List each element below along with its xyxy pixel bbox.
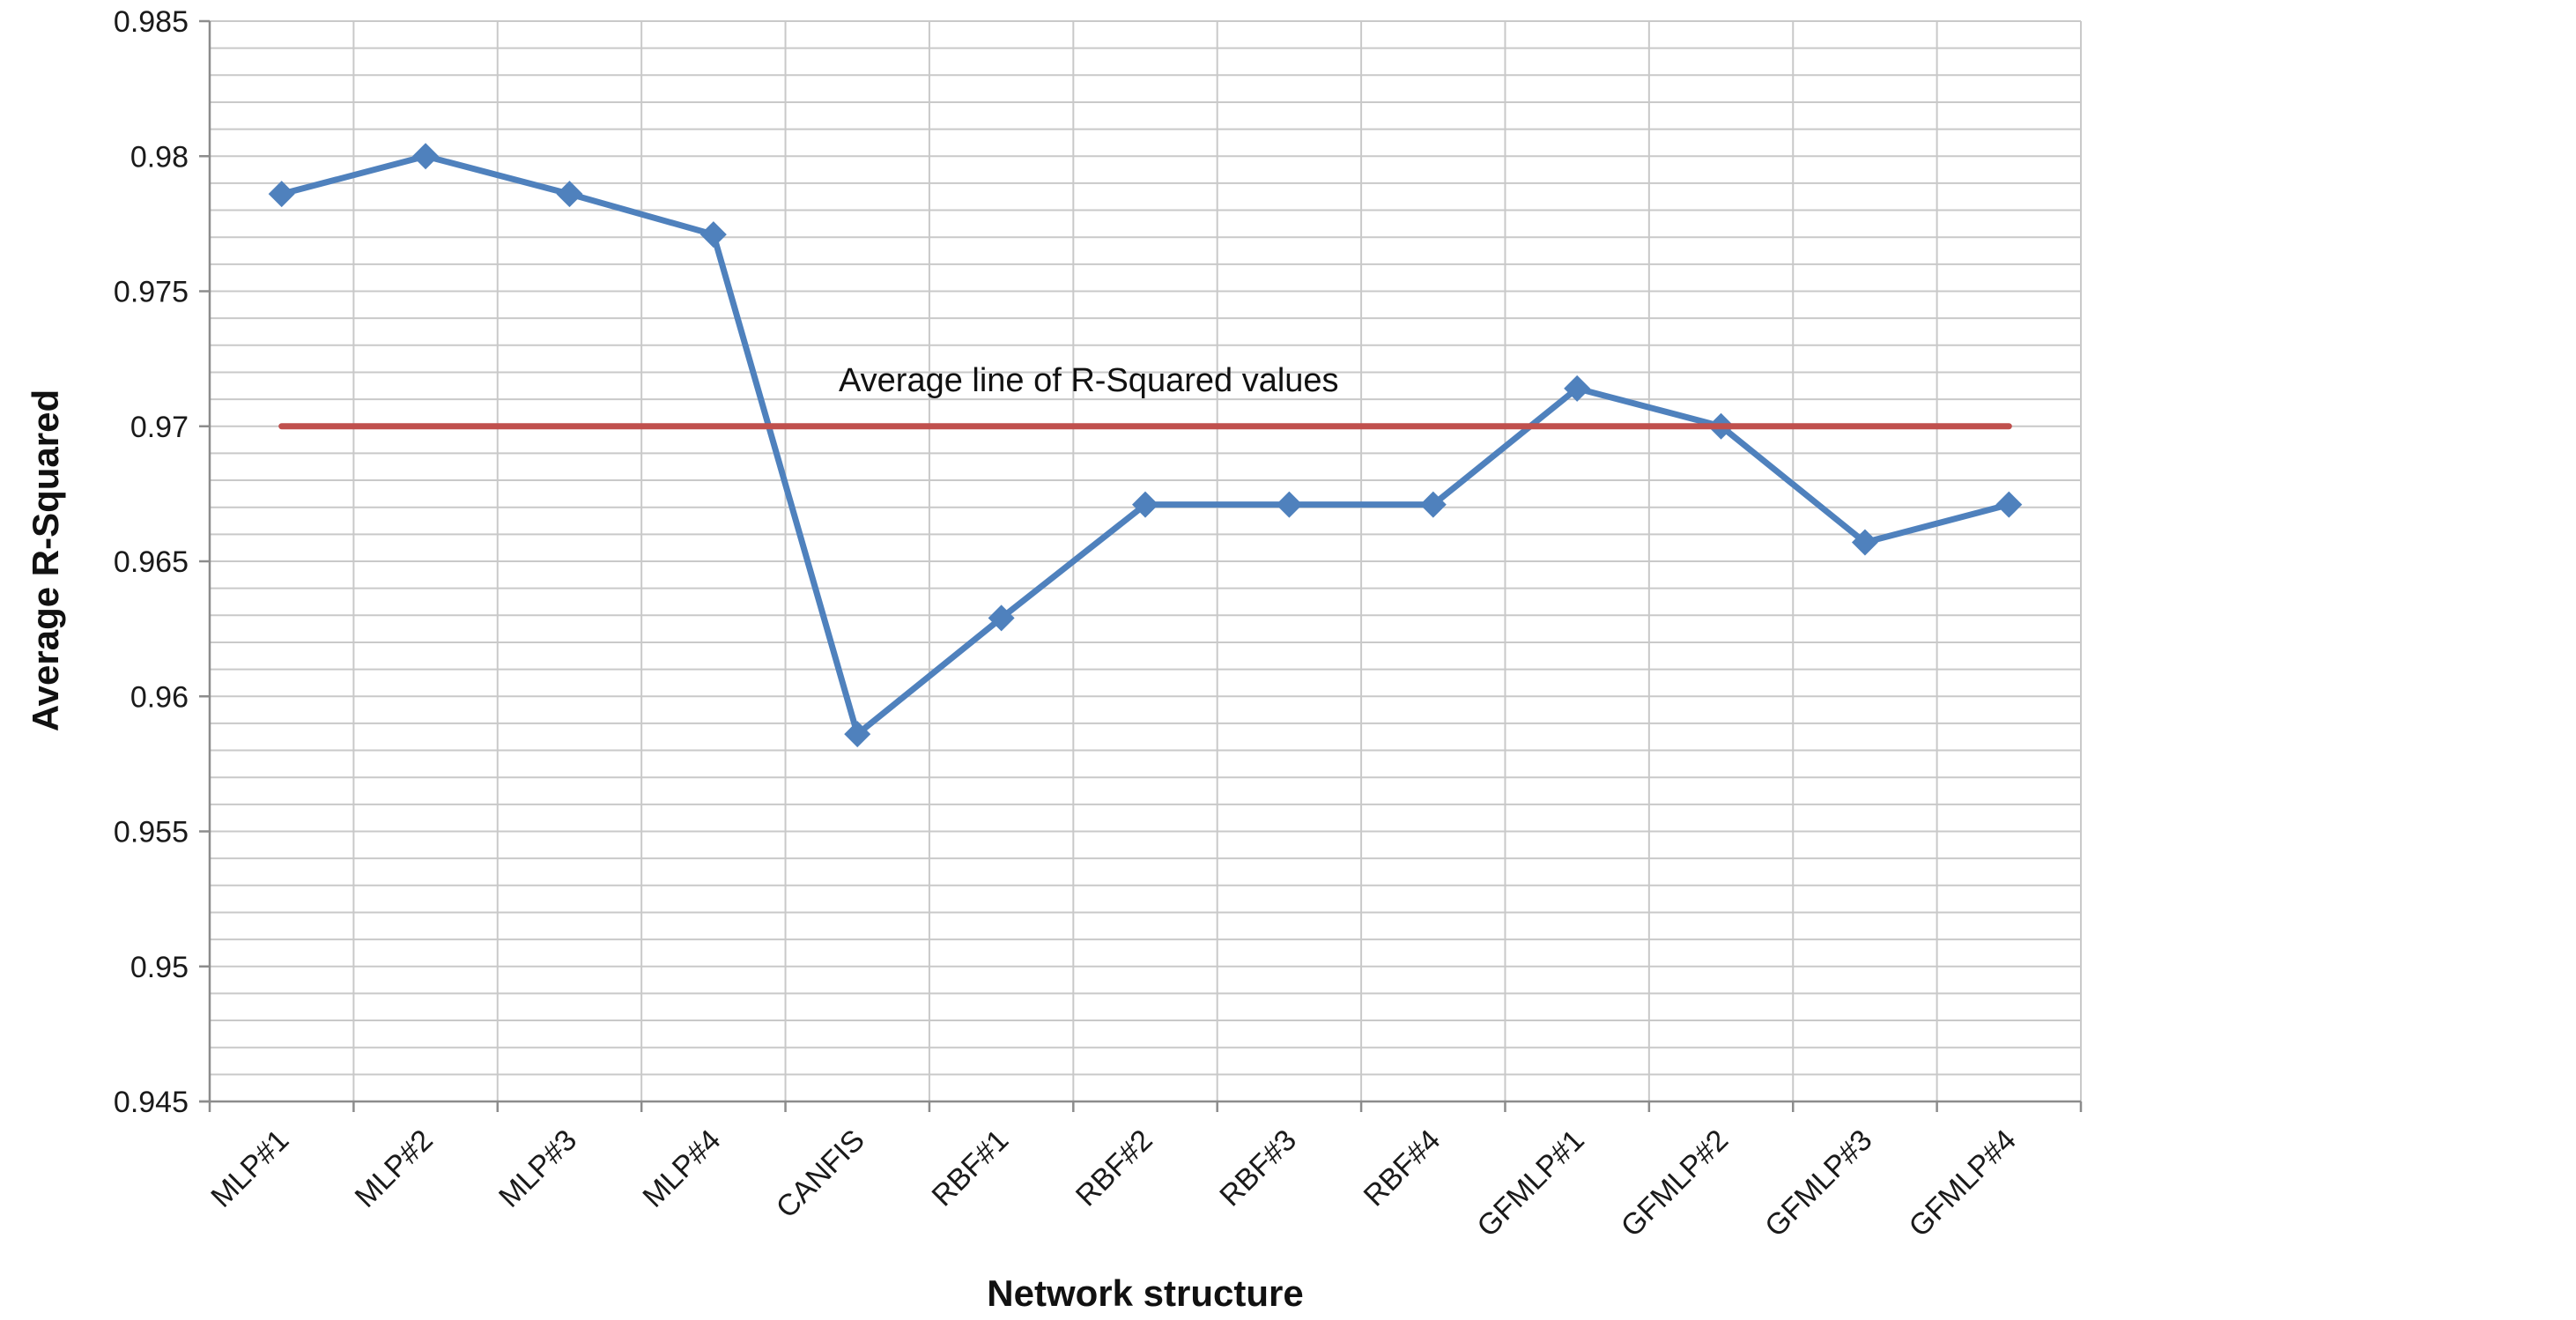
x-tick-label: RBF#3 xyxy=(1213,1123,1303,1213)
data-point xyxy=(1995,491,2023,518)
y-tick-label: 0.965 xyxy=(114,545,189,579)
data-point xyxy=(1851,529,1878,556)
series-1 xyxy=(268,143,2023,748)
data-point xyxy=(1419,491,1447,518)
axes xyxy=(199,19,2083,1112)
x-tick-labels: MLP#1 MLP#2 MLP#3 MLP#4 CANFIS RBF#1 RBF#2 RBF#… xyxy=(204,1123,2023,1243)
data-point xyxy=(412,143,440,170)
x-axis-title: Network structure xyxy=(987,1272,1303,1314)
series-1-line xyxy=(278,152,2012,738)
y-tick-label: 0.97 xyxy=(130,411,189,444)
data-point xyxy=(556,181,583,208)
y-tick-label: 0.985 xyxy=(114,5,189,39)
x-tick-label: MLP#2 xyxy=(349,1123,440,1214)
x-tick-label: RBF#1 xyxy=(926,1123,1016,1213)
x-tick-label: GFMLP#1 xyxy=(1470,1123,1590,1243)
y-tick-label: 0.96 xyxy=(130,680,189,714)
data-point xyxy=(1564,374,1591,402)
average-line-annotation: Average line of R-Squared values xyxy=(839,362,1339,399)
x-tick-label: MLP#4 xyxy=(636,1123,727,1214)
data-point xyxy=(844,721,871,748)
grid xyxy=(210,20,2082,1101)
x-tick-label: MLP#1 xyxy=(204,1123,295,1214)
x-tick-label: RBF#4 xyxy=(1358,1123,1447,1213)
data-point xyxy=(268,181,295,208)
series-layer xyxy=(268,143,2023,748)
x-tick-label: GFMLP#4 xyxy=(1903,1123,2023,1243)
x-tick-label: CANFIS xyxy=(770,1123,871,1225)
y-axis-title: Average R-Squared xyxy=(25,389,66,731)
x-tick-label: MLP#3 xyxy=(492,1123,583,1214)
y-tick-label: 0.95 xyxy=(130,951,189,984)
data-point xyxy=(1276,491,1303,518)
x-tick-label: GFMLP#2 xyxy=(1615,1123,1735,1243)
data-point xyxy=(1132,491,1158,518)
y-tick-label: 0.975 xyxy=(114,276,189,309)
x-tick-label: RBF#2 xyxy=(1070,1123,1159,1213)
x-tick-label: GFMLP#3 xyxy=(1758,1123,1878,1243)
y-tick-label: 0.955 xyxy=(114,816,189,849)
data-point xyxy=(700,221,727,248)
y-tick-label: 0.945 xyxy=(114,1086,189,1119)
y-tick-labels: 0.945 0.95 0.955 0.96 0.965 0.97 0.975 0.98 0.98… xyxy=(114,5,189,1119)
data-point xyxy=(988,604,1015,632)
y-tick-label: 0.98 xyxy=(130,140,189,174)
